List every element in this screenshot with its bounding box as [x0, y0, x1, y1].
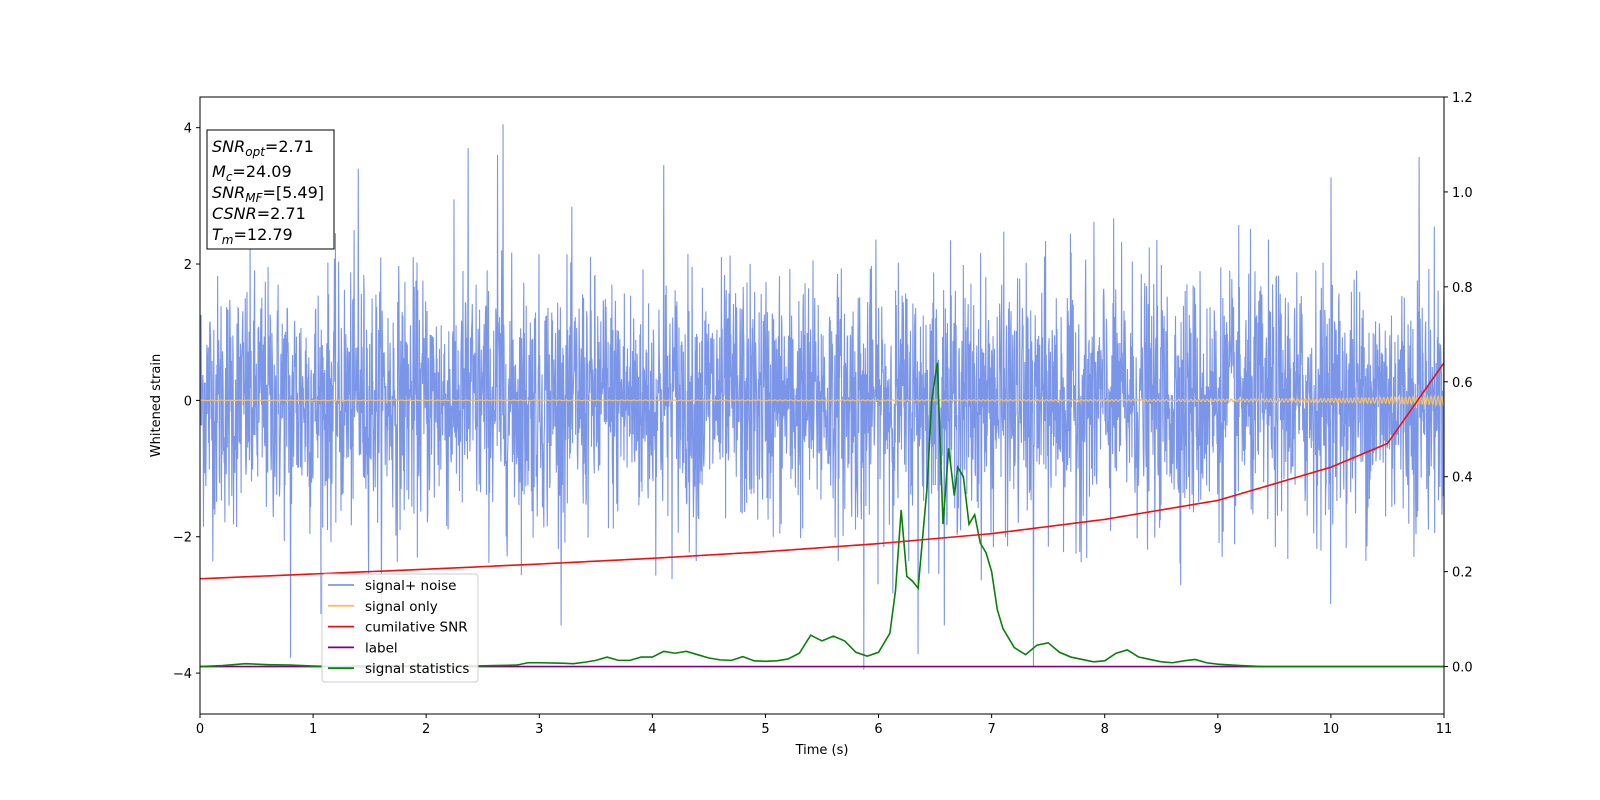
legend-item-signal-only: signal only: [328, 599, 438, 615]
info-box: SNRopt=2.71 Mc=24.09 SNRMF=[5.49] CSNR=2…: [206, 129, 335, 250]
y-tick-label: 2: [184, 258, 192, 273]
legend: signal+ noise signal only cumilative SNR la…: [321, 573, 479, 683]
x-tick-label: 7: [987, 722, 995, 737]
series-signal-noise: [200, 124, 1444, 670]
info-snr-mf: SNRMF=[5.49]: [212, 183, 324, 205]
y2-tick-label: 0.4: [1452, 471, 1473, 486]
x-axis-label: Time (s): [795, 743, 849, 758]
x-tick-label: 4: [648, 722, 656, 737]
y-axis-right: 1.2 1.0 0.8 0.6 0.4 0.2 0.0: [1444, 91, 1473, 676]
x-tick-label: 1: [309, 722, 317, 737]
signal-only-line: [200, 394, 1444, 407]
x-tick-label: 6: [874, 722, 882, 737]
series-cumulative-snr: [200, 362, 1444, 580]
y2-tick-label: 0.6: [1452, 376, 1473, 391]
series-signal-statistics: [200, 362, 1444, 668]
x-tick-label: 3: [535, 722, 543, 737]
info-csnr: CSNR=2.71: [212, 204, 306, 223]
legend-label: signal statistics: [365, 661, 469, 677]
x-tick-label: 10: [1323, 722, 1340, 737]
axes-frame: [199, 96, 1445, 715]
info-mc: Mc=24.09: [212, 162, 292, 184]
y-tick-label: −2: [173, 531, 192, 546]
x-tick-label: 8: [1101, 722, 1109, 737]
legend-item-label: label: [328, 640, 398, 656]
cumulative-snr-line: [200, 362, 1444, 580]
legend-label: label: [365, 640, 398, 656]
y-tick-label: −4: [173, 667, 192, 682]
x-tick-label: 5: [761, 722, 769, 737]
legend-label: signal only: [365, 599, 438, 615]
legend-item-cumulative-snr: cumilative SNR: [328, 620, 468, 636]
y2-tick-label: 0.0: [1452, 661, 1473, 676]
y-tick-label: 0: [184, 394, 192, 409]
x-tick-label: 0: [196, 722, 204, 737]
info-tm: Tm=12.79: [212, 225, 293, 247]
series-signal-only: [200, 394, 1444, 407]
y2-tick-label: 0.8: [1452, 281, 1473, 296]
y-axis-label: Whitened strain: [149, 354, 164, 457]
legend-label: signal+ noise: [365, 578, 456, 594]
signal-noise-line: [200, 124, 1444, 670]
y2-tick-label: 1.0: [1452, 186, 1473, 201]
x-axis: 0 1 2 3 4 5 6 7 8 9 10 11: [196, 714, 1452, 737]
y2-tick-label: 0.2: [1452, 566, 1473, 581]
x-tick-label: 11: [1436, 722, 1453, 737]
signal-statistics-line: [200, 362, 1444, 668]
y2-tick-label: 1.2: [1452, 91, 1473, 106]
y-axis-left: 4 2 0 −2 −4: [173, 122, 200, 682]
info-snr-opt: SNRopt=2.71: [212, 137, 314, 159]
y-tick-label: 4: [184, 122, 192, 137]
legend-label: cumilative SNR: [365, 620, 468, 636]
legend-frame: [321, 573, 479, 683]
x-tick-label: 9: [1214, 722, 1222, 737]
x-tick-label: 2: [422, 722, 430, 737]
legend-item-signal-noise: signal+ noise: [328, 578, 456, 594]
legend-item-signal-statistics: signal statistics: [328, 661, 469, 677]
